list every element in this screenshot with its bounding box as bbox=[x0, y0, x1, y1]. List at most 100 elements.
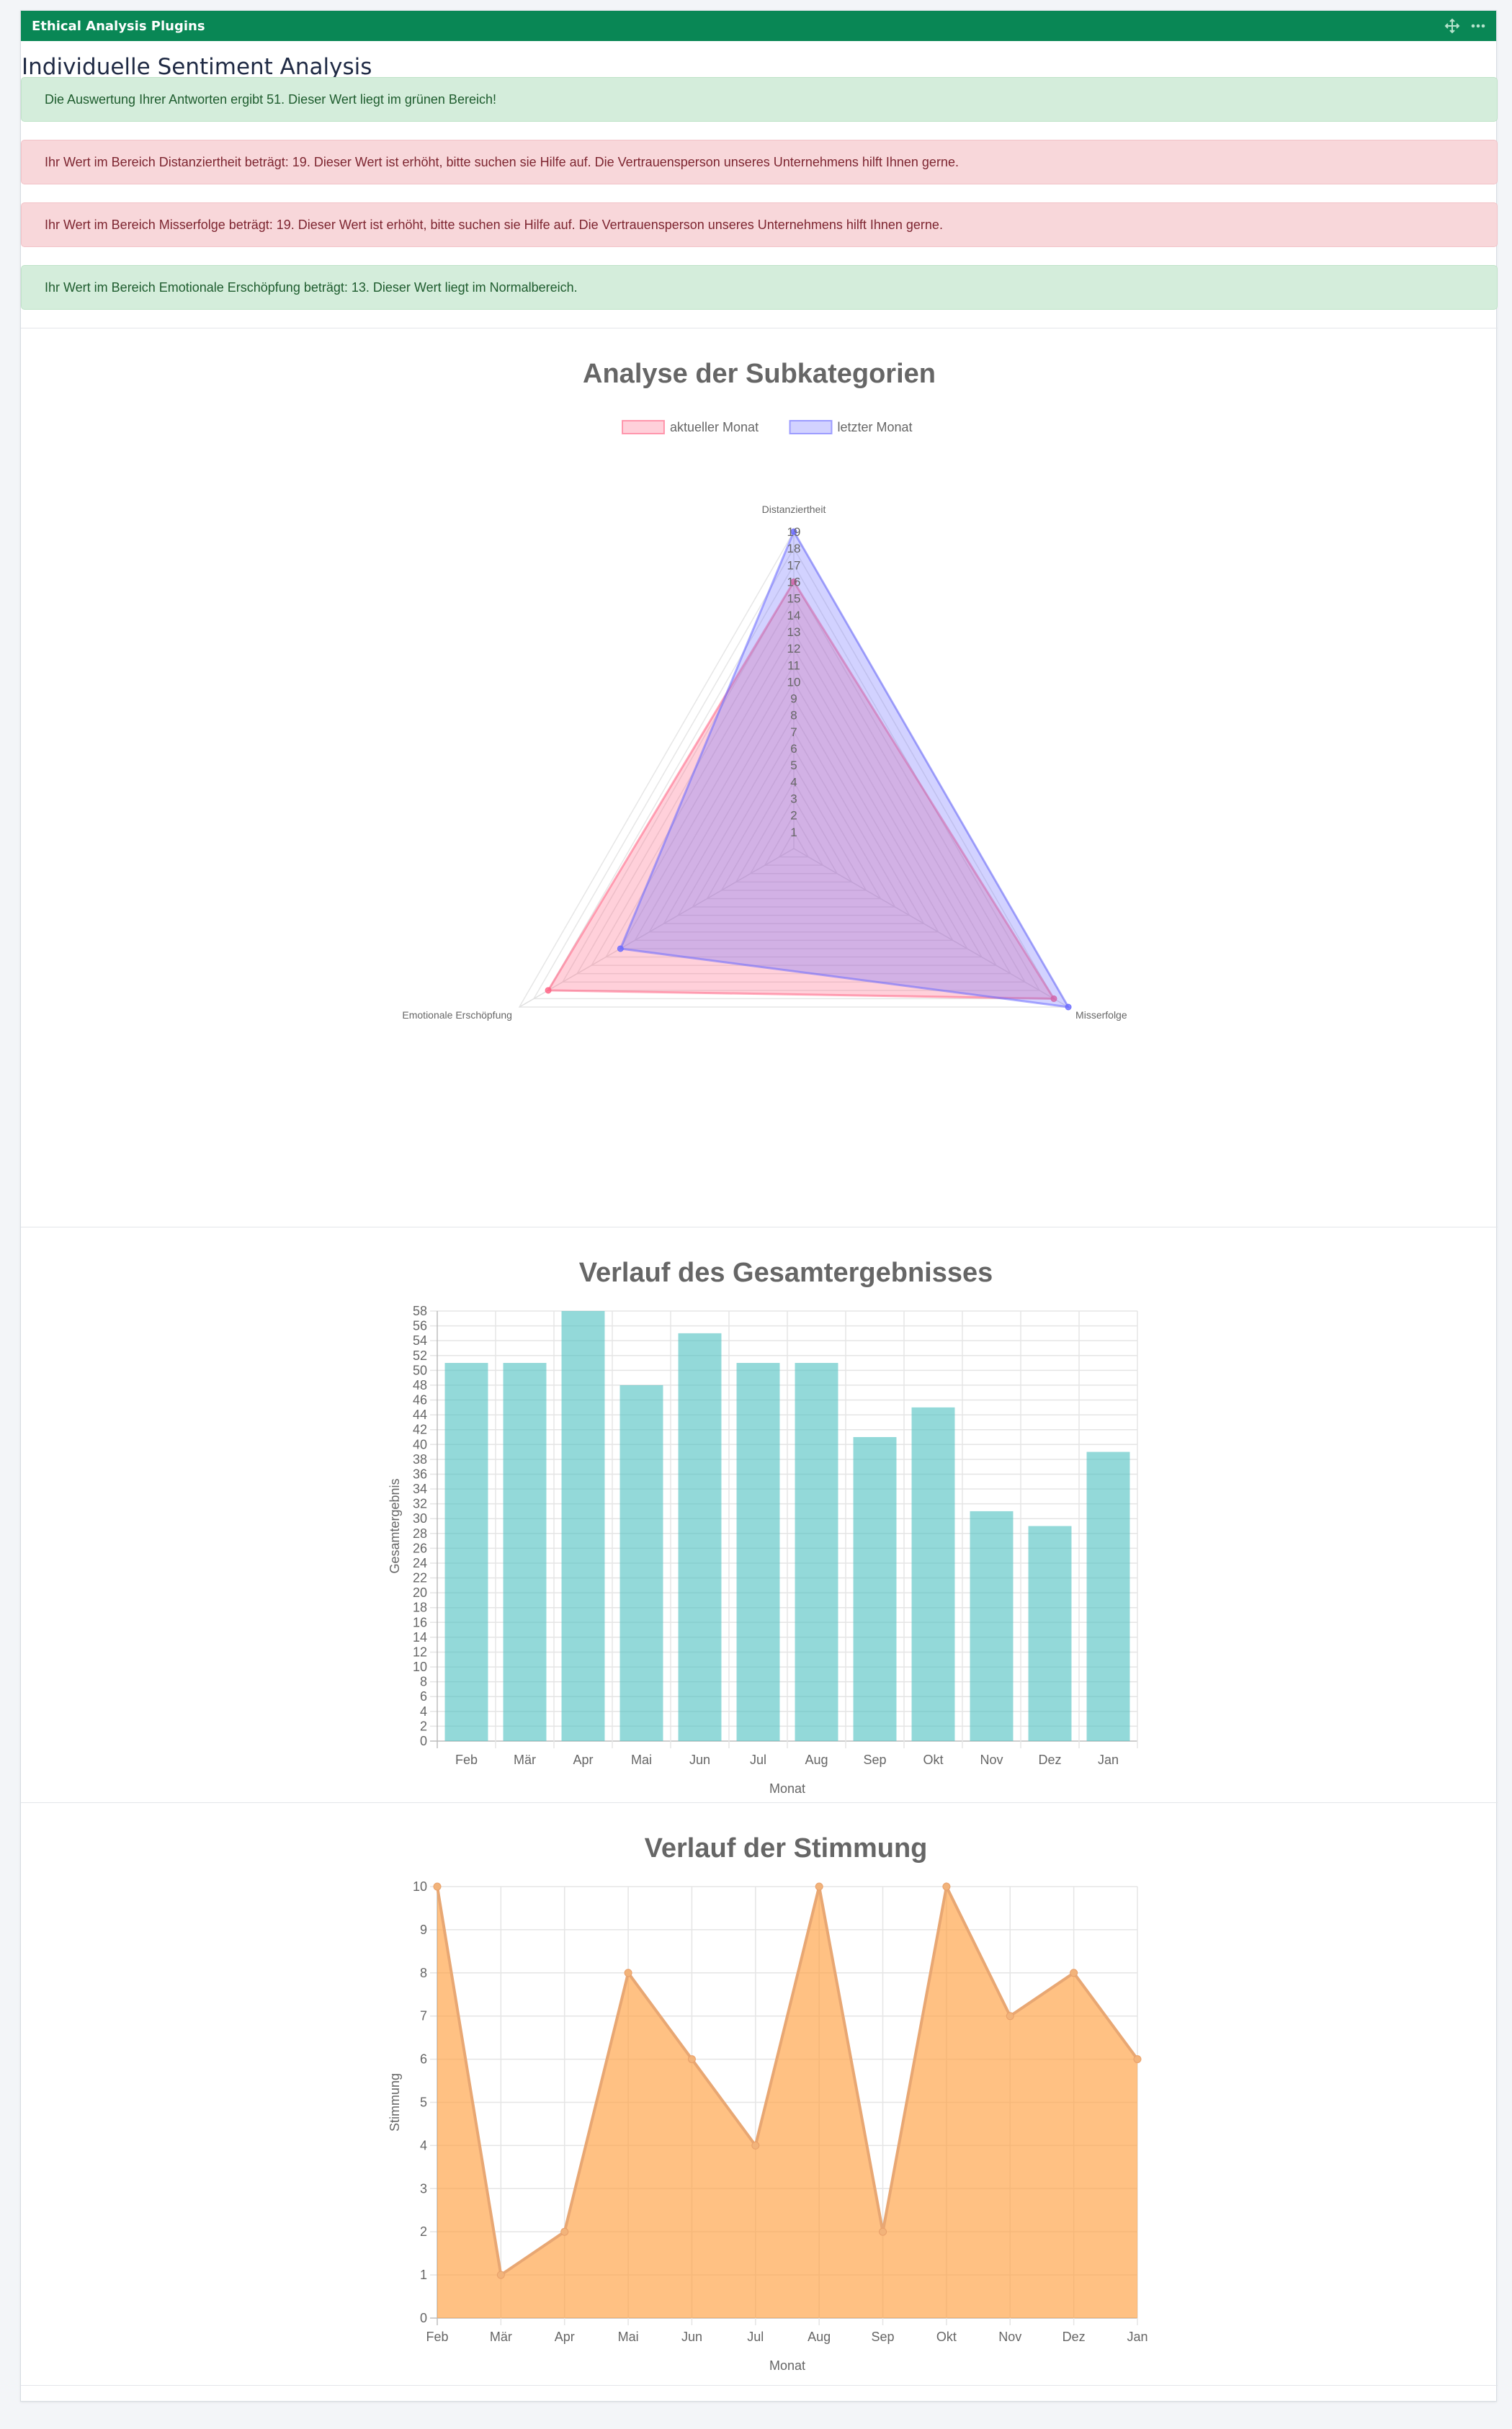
x-tick-label: Aug bbox=[805, 1753, 828, 1767]
x-tick-label: Feb bbox=[455, 1753, 478, 1767]
radar-tick-label: 11 bbox=[787, 658, 800, 672]
x-tick-label: Mai bbox=[631, 1753, 652, 1767]
y-tick-label: 18 bbox=[413, 1601, 427, 1615]
legend-label-0: aktueller Monat bbox=[670, 420, 759, 434]
radar-tick-label: 9 bbox=[790, 692, 797, 706]
x-tick-label: Okt bbox=[923, 1753, 943, 1767]
y-tick-label: 5 bbox=[420, 2095, 427, 2110]
grid-ring bbox=[677, 714, 911, 916]
data-point-Jul bbox=[751, 2141, 760, 2150]
y-tick-label: 38 bbox=[413, 1452, 427, 1467]
x-tick-label: Dez bbox=[1038, 1753, 1061, 1767]
y-tick-label: 4 bbox=[420, 2138, 427, 2152]
y-tick-label: 22 bbox=[413, 1571, 427, 1585]
y-tick-label: 0 bbox=[420, 2311, 427, 2325]
y-tick-label: 12 bbox=[413, 1645, 427, 1659]
radar-tick-label: 1 bbox=[790, 826, 797, 839]
panel-header: Ethical Analysis Plugins bbox=[21, 11, 1496, 41]
data-point-Apr bbox=[560, 2227, 569, 2236]
x-tick-label: Jan bbox=[1127, 2330, 1148, 2344]
y-tick-label: 36 bbox=[413, 1467, 427, 1481]
axis-spoke bbox=[519, 848, 795, 1008]
chart-title: Analyse der Subkategorien bbox=[583, 359, 936, 389]
data-point-Sep bbox=[879, 2227, 887, 2236]
data-point-Mär bbox=[496, 2271, 505, 2279]
bar-Apr bbox=[561, 1311, 605, 1741]
area-fill bbox=[437, 1887, 1137, 2318]
y-tick-label: 30 bbox=[413, 1511, 427, 1526]
legend-label-1: letzter Monat bbox=[838, 420, 913, 434]
data-point-Feb bbox=[433, 1882, 442, 1891]
grid-ring bbox=[735, 780, 853, 883]
x-tick-label: Mai bbox=[618, 2330, 639, 2344]
radar-axis-label: Misserfolge bbox=[1075, 1009, 1127, 1021]
chart-title: Verlauf des Gesamtergebnisses bbox=[579, 1258, 993, 1288]
x-tick-label: Okt bbox=[936, 2330, 957, 2344]
radar-tick-label: 10 bbox=[787, 675, 801, 689]
data-point-Jan bbox=[1133, 2055, 1142, 2064]
radar-tick-label: 13 bbox=[787, 625, 801, 639]
bar-Aug bbox=[795, 1363, 838, 1741]
grid-ring bbox=[634, 663, 954, 941]
radar-tick-label: 7 bbox=[790, 725, 797, 739]
y-tick-label: 14 bbox=[413, 1630, 427, 1645]
y-tick-label: 58 bbox=[413, 1304, 427, 1318]
y-tick-label: 10 bbox=[413, 1660, 427, 1674]
y-tick-label: 52 bbox=[413, 1348, 427, 1363]
x-tick-label: Aug bbox=[808, 2330, 831, 2344]
bar-Okt bbox=[911, 1407, 955, 1741]
y-tick-label: 8 bbox=[420, 1966, 427, 1980]
grid-ring bbox=[576, 597, 1012, 975]
radar-tick-label: 18 bbox=[787, 542, 801, 555]
alert-misserfolge: Ihr Wert im Bereich Misserfolge beträgt:… bbox=[21, 202, 1498, 247]
alert-distanziertheit: Ihr Wert im Bereich Distanziertheit betr… bbox=[21, 140, 1498, 184]
area-chart: Verlauf der Stimmung 0 1 2 3 4 5 6 7 8 9 10 Feb Mär Ap… bbox=[388, 1833, 1148, 2373]
grid-ring bbox=[590, 614, 998, 966]
y-tick-label: 26 bbox=[413, 1541, 427, 1555]
x-tick-label: Mär bbox=[514, 1753, 536, 1767]
alert-total-score: Die Auswertung Ihrer Antworten ergibt 51… bbox=[21, 77, 1498, 122]
y-tick-label: 20 bbox=[413, 1585, 427, 1600]
panel-title: Ethical Analysis Plugins bbox=[32, 18, 205, 34]
radar-tick-label: 19 bbox=[787, 525, 801, 539]
y-tick-label: 40 bbox=[413, 1437, 427, 1451]
radar-tick-label: 15 bbox=[787, 592, 801, 606]
x-tick-label: Jun bbox=[689, 1753, 710, 1767]
chart-title: Verlauf der Stimmung bbox=[645, 1833, 928, 1864]
bar-Mai bbox=[619, 1385, 663, 1741]
move-icon[interactable] bbox=[1444, 18, 1460, 34]
axis-spoke bbox=[793, 848, 1069, 1008]
grid-ring bbox=[663, 697, 925, 924]
y-tick-label: 6 bbox=[420, 1689, 427, 1704]
y-tick-label: 56 bbox=[413, 1319, 427, 1333]
x-tick-label: Apr bbox=[573, 1753, 593, 1767]
data-point-Dez bbox=[1070, 1969, 1078, 1977]
bar-Sep bbox=[853, 1436, 897, 1741]
x-tick-label: Jul bbox=[747, 2330, 764, 2344]
legend-swatch-0 bbox=[622, 420, 665, 434]
x-tick-label: Mär bbox=[490, 2330, 512, 2344]
y-tick-label: 32 bbox=[413, 1497, 427, 1511]
y-tick-label: 2 bbox=[420, 2224, 427, 2239]
y-tick-label: 50 bbox=[413, 1363, 427, 1377]
grid-ring bbox=[720, 764, 867, 891]
x-tick-label: Sep bbox=[872, 2330, 895, 2344]
data-point-Okt bbox=[942, 1882, 951, 1891]
x-axis-title: Monat bbox=[769, 2358, 805, 2373]
y-tick-label: 28 bbox=[413, 1526, 427, 1541]
radar-tick-label: 3 bbox=[790, 792, 797, 806]
bar-Jun bbox=[678, 1333, 722, 1741]
y-tick-label: 48 bbox=[413, 1378, 427, 1392]
grid-ring bbox=[692, 730, 896, 908]
y-tick-label: 16 bbox=[413, 1615, 427, 1629]
more-icon[interactable] bbox=[1470, 18, 1486, 34]
x-tick-label: Apr bbox=[555, 2330, 575, 2344]
y-tick-label: 0 bbox=[420, 1734, 427, 1748]
radar-axis-label: Emotionale Erschöpfung bbox=[402, 1009, 512, 1021]
x-axis-title: Monat bbox=[769, 1781, 805, 1796]
bar-Feb bbox=[444, 1363, 488, 1741]
grid-ring bbox=[648, 680, 939, 933]
legend-swatch-1 bbox=[789, 420, 833, 434]
y-tick-label: 7 bbox=[420, 2009, 427, 2023]
area-line bbox=[436, 1882, 1139, 2278]
